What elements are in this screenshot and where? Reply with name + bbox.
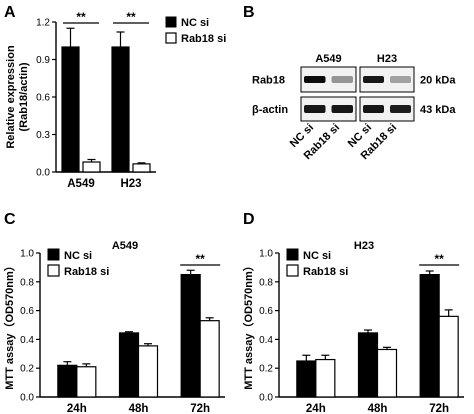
- y-tick-label: 0.8: [20, 277, 34, 288]
- chart-panel-a: 0.0 0.3 0.6 0.9 1.2 A549 H23 Relative expressio…: [5, 10, 226, 190]
- legend-swatch-nc-si: [47, 248, 60, 261]
- bar-nc-si: [180, 274, 201, 398]
- legend-swatch-rab18-si: [165, 32, 177, 44]
- blot-protein-label: β-actin: [252, 104, 288, 116]
- bar-nc-si: [296, 360, 317, 398]
- category-label: A549: [67, 178, 95, 190]
- y-tick-label: 0.4: [259, 335, 273, 346]
- blot-band: [363, 105, 384, 113]
- legend-label-nc-si: NC si: [181, 17, 209, 29]
- blot-cell-line-label: H23: [377, 53, 397, 65]
- y-tick-label: 0.6: [36, 93, 50, 104]
- y-tick-label: 0.4: [20, 335, 34, 346]
- legend-swatch-nc-si: [165, 16, 177, 28]
- panel-label-d: D: [243, 211, 255, 228]
- category-label: H23: [120, 178, 141, 190]
- chart-panel-d: 0.0 0.2 0.4 0.6 0.8 1.0 24h 48h 72h MTT assay（OD5…: [242, 240, 464, 414]
- y-tick-label: 0.2: [20, 364, 34, 375]
- significance-marker: **: [195, 252, 205, 266]
- y-tick-label: 0.0: [259, 393, 273, 404]
- blot-band: [304, 76, 326, 83]
- bar-nc-si: [111, 46, 130, 173]
- bar-nc-si: [61, 46, 80, 173]
- bar-rab18-si: [137, 345, 159, 398]
- y-axis-label: MTT assay（OD570nm）: [3, 260, 16, 390]
- category-label: 72h: [190, 403, 210, 414]
- bar-nc-si: [118, 332, 140, 398]
- bar-rab18-si: [438, 315, 459, 398]
- panel-label-a: A: [4, 4, 16, 21]
- legend-label-nc-si: NC si: [303, 250, 331, 262]
- bar-rab18-si: [82, 161, 101, 173]
- blot-band: [390, 76, 411, 83]
- blot-cell-line-label: A549: [315, 53, 341, 65]
- y-tick-label: 0.0: [20, 393, 34, 404]
- y-tick-label: 0.6: [259, 306, 273, 317]
- y-axis-label: MTT assay（OD570nm）: [242, 260, 255, 390]
- bar-rab18-si: [376, 348, 398, 398]
- blot-size-label: 43 kDa: [420, 104, 456, 116]
- blot-band: [363, 76, 384, 83]
- legend-label-rab18-si: Rab18 si: [181, 33, 226, 45]
- significance-marker: **: [126, 10, 136, 24]
- legend-label-rab18-si: Rab18 si: [303, 266, 348, 278]
- chart-title: A549: [112, 240, 138, 252]
- legend-label-nc-si: NC si: [64, 250, 92, 262]
- blot-protein-label: Rab18: [252, 75, 285, 87]
- panel-label-c: C: [4, 211, 16, 228]
- bar-rab18-si: [199, 320, 220, 398]
- bar-nc-si: [57, 364, 78, 398]
- blot-band: [331, 105, 353, 113]
- y-tick-label: 1.0: [259, 249, 273, 260]
- bar-rab18-si: [132, 163, 151, 173]
- category-label: 24h: [67, 403, 87, 414]
- bar-nc-si: [357, 332, 379, 398]
- category-label: 72h: [429, 403, 449, 414]
- bar-rab18-si: [76, 366, 97, 398]
- y-axis-label: (Rab18/actin): [18, 62, 30, 131]
- y-tick-label: 1.2: [36, 18, 50, 29]
- y-tick-label: 0.9: [36, 55, 50, 66]
- y-tick-label: 1.0: [20, 249, 34, 260]
- blot-size-label: 20 kDa: [420, 75, 456, 87]
- significance-marker: **: [76, 10, 86, 24]
- bar-nc-si: [419, 274, 440, 398]
- chart-title: H23: [354, 240, 374, 252]
- panel-label-b: B: [243, 4, 255, 21]
- category-label: 48h: [368, 403, 388, 414]
- y-tick-label: 0.0: [36, 168, 50, 179]
- y-tick-label: 0.6: [20, 306, 34, 317]
- legend-label-rab18-si: Rab18 si: [64, 266, 109, 278]
- blot-band: [331, 76, 353, 83]
- significance-marker: **: [434, 252, 444, 266]
- blot-band: [304, 105, 326, 113]
- category-label: 48h: [129, 403, 149, 414]
- category-label: 24h: [306, 403, 326, 414]
- y-tick-label: 0.2: [259, 364, 273, 375]
- y-axis-label: Relative expression: [5, 45, 17, 149]
- legend-swatch-nc-si: [286, 248, 299, 261]
- y-tick-label: 0.3: [36, 130, 50, 141]
- chart-panel-c: 0.0 0.2 0.4 0.6 0.8 1.0 24h 48h 72h MTT assay（OD5…: [3, 240, 225, 414]
- bar-rab18-si: [315, 358, 336, 398]
- blot-band: [390, 105, 411, 113]
- legend-swatch-rab18-si: [286, 264, 299, 277]
- y-tick-label: 0.8: [259, 277, 273, 288]
- legend-swatch-rab18-si: [47, 264, 60, 277]
